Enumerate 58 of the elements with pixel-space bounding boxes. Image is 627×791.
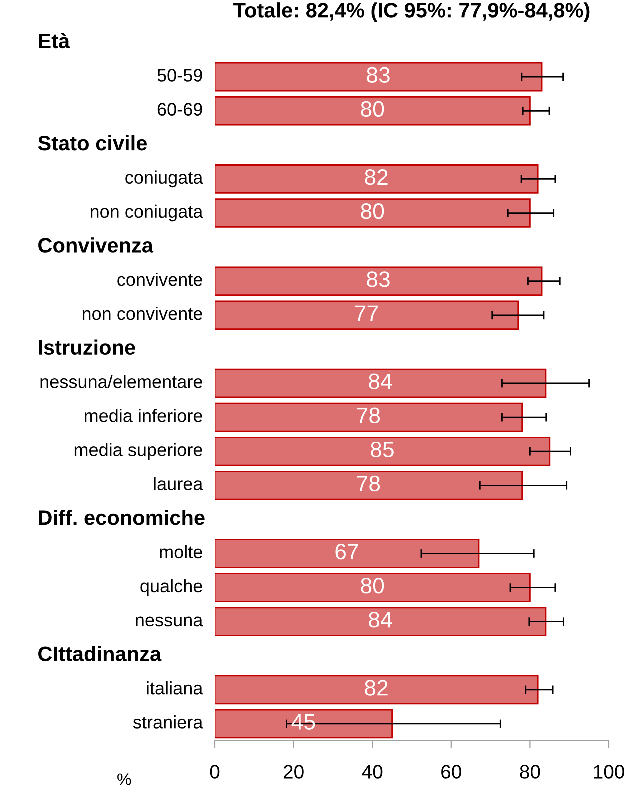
data-label: 83 (367, 272, 390, 288)
y-tick-label: qualche (140, 579, 202, 596)
text: Età (39, 33, 70, 49)
data-label: 80 (361, 578, 384, 594)
x-axis-title: % (118, 774, 132, 786)
bar (215, 607, 547, 636)
data-label: 85 (371, 442, 394, 458)
data-label: 77 (355, 306, 378, 322)
data-label: 84 (369, 374, 392, 390)
text: CIttadinanza (38, 646, 162, 662)
data-label: 78 (357, 476, 380, 492)
y-tick-label: 50-59 (158, 69, 202, 82)
bar (215, 164, 539, 194)
y-tick-label: molte (160, 545, 202, 559)
bar (215, 62, 543, 92)
bar (215, 266, 543, 296)
y-tick-label: media superiore (74, 443, 202, 460)
bar (215, 573, 531, 602)
y-tick-label: straniera (133, 716, 204, 729)
bar (215, 436, 551, 466)
y-tick-label: non convivente (82, 306, 202, 320)
bar (215, 368, 547, 398)
data-label: 67 (336, 544, 358, 560)
bar (215, 675, 539, 705)
y-tick-label: convivente (118, 272, 202, 286)
x-tick-label: 80 (520, 765, 540, 779)
data-label: 78 (357, 408, 380, 424)
data-label: 84 (369, 612, 392, 628)
data-label: 82 (365, 169, 388, 186)
text: Convivenza (38, 238, 154, 253)
bar (215, 96, 531, 126)
data-label: 82 (365, 680, 388, 696)
data-label: 83 (367, 67, 390, 84)
x-tick-label: 100 (594, 765, 624, 779)
x-tick-label: 20 (284, 765, 304, 779)
x-tick-label: 0 (210, 765, 220, 779)
bar (215, 300, 520, 330)
text: Istruzione (39, 340, 136, 356)
y-tick-label: non coniugata (90, 204, 204, 222)
y-tick-label: 60-69 (158, 103, 202, 116)
chart-title: Totale: 82,4% (IC 95%: 77,9%-84,8%) (234, 2, 590, 22)
y-tick-label: media inferiore (84, 409, 202, 422)
bar (215, 198, 531, 228)
y-tick-label: nessuna (136, 616, 204, 627)
text: Stato civile (38, 135, 147, 151)
bar (215, 402, 524, 432)
y-tick-label: laurea (154, 477, 204, 490)
x-tick-label: 60 (442, 765, 462, 779)
bar (215, 539, 480, 568)
text: Diff. economiche (39, 510, 205, 526)
bar (215, 470, 524, 500)
y-tick-label: coniugata (126, 170, 204, 188)
y-tick-label: nessuna/elementare (40, 375, 202, 388)
bar (215, 709, 393, 739)
y-tick-label: italiana (147, 682, 204, 695)
data-label: 80 (361, 101, 384, 118)
data-label: 80 (361, 203, 384, 220)
x-tick-label: 40 (362, 765, 383, 779)
